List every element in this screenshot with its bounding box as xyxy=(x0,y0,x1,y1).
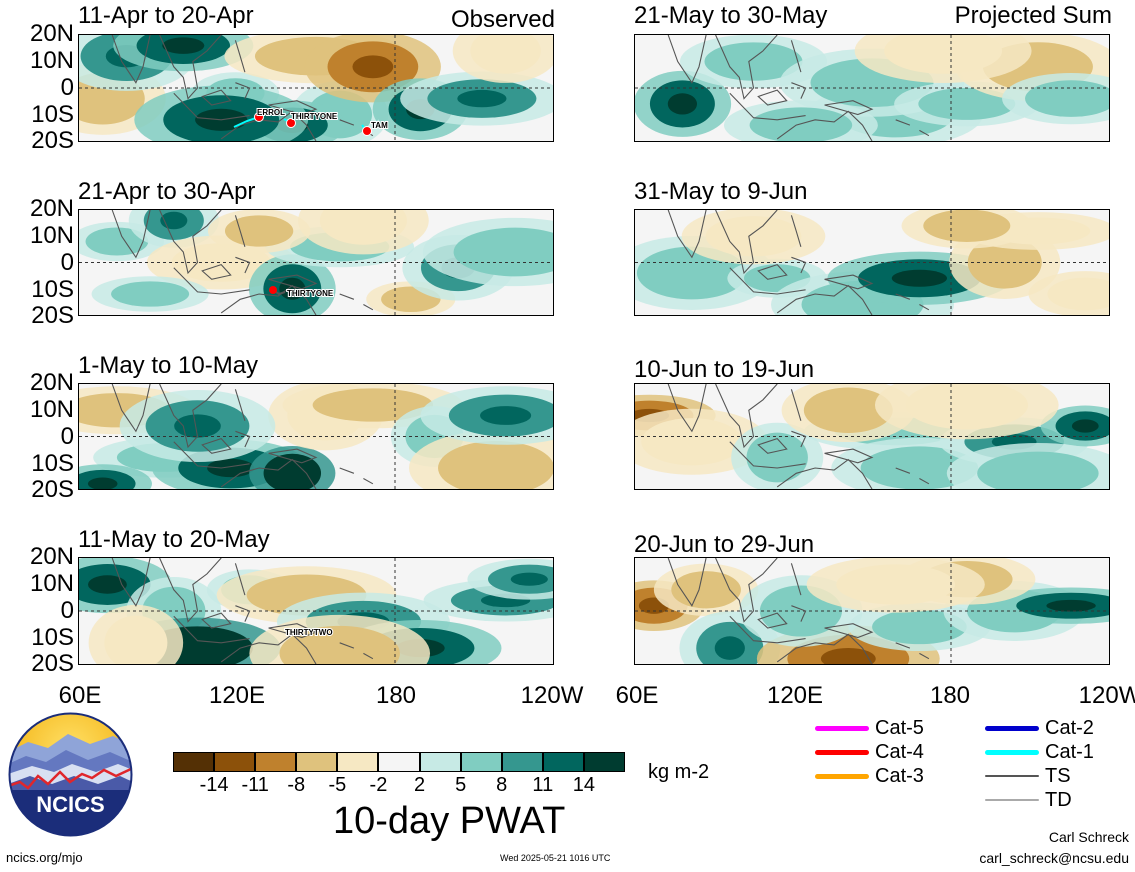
colorbar xyxy=(173,752,625,772)
legend-line-cat-5 xyxy=(815,725,869,731)
panel-title-left-4: 11-May to 20-May xyxy=(78,526,270,553)
map-panel-observed-2: THIRTYONE xyxy=(78,209,554,316)
map-panel-projected-4 xyxy=(634,557,1110,665)
lat-label: 20N xyxy=(29,369,74,396)
map-panel-observed-3 xyxy=(78,383,554,490)
lat-label: 0 xyxy=(60,423,74,450)
lat-label: 20N xyxy=(29,543,74,570)
lat-label: 10S xyxy=(31,624,74,651)
colorbar-tick-label: 5 xyxy=(455,774,467,796)
legend-label-td: TD xyxy=(1045,789,1072,811)
lat-label: 0 xyxy=(60,74,74,101)
lat-label: 10N xyxy=(29,222,74,249)
lon-label-180-left: 180 xyxy=(375,682,417,709)
map-panel-observed-4: THIRTYTWO xyxy=(78,557,554,665)
colorbar-tick-label: -14 xyxy=(199,774,229,796)
footer-url[interactable]: ncics.org/mjo xyxy=(6,850,83,865)
panel-title-left-2: 21-Apr to 30-Apr xyxy=(78,178,256,205)
footer-timestamp: Wed 2025-05-21 1016 UTC xyxy=(500,853,611,863)
colorbar-swatch xyxy=(378,752,420,772)
lat-label: 20S xyxy=(31,302,74,329)
legend-line-cat-1 xyxy=(985,749,1039,755)
colorbar-swatch xyxy=(501,752,543,772)
colorbar-tick-label: -11 xyxy=(241,774,269,796)
legend-label-cat-1: Cat-1 xyxy=(1045,741,1094,763)
colorbar-swatch xyxy=(173,752,215,772)
colorbar-swatch xyxy=(460,752,502,772)
map-panel-projected-3 xyxy=(634,383,1110,490)
lat-label: 0 xyxy=(60,597,74,624)
storm-label: TAM xyxy=(371,121,388,130)
legend-label-cat-3: Cat-3 xyxy=(875,765,924,787)
legend-label-cat-5: Cat-5 xyxy=(875,717,924,739)
map-panel-observed-1: ERROL THIRTYONE TAM xyxy=(78,34,554,142)
ncics-logo: NCICS xyxy=(8,712,133,837)
colorbar-tick-label: 2 xyxy=(413,774,426,796)
legend-line-cat-4 xyxy=(815,749,869,755)
colorbar-tick-label: -5 xyxy=(328,774,347,796)
map-panel-projected-2 xyxy=(634,209,1110,316)
storm-label: ERROL xyxy=(257,108,285,117)
projected-label: Projected Sum xyxy=(954,2,1112,29)
logo-text: NCICS xyxy=(36,792,104,817)
observed-label: Observed xyxy=(450,6,555,33)
colorbar-swatch xyxy=(296,752,338,772)
panel-title-right-2: 31-May to 9-Jun xyxy=(634,178,808,205)
map-panel-projected-1 xyxy=(634,34,1110,142)
colorbar-units: kg m-2 xyxy=(648,761,710,783)
lon-label-180-right: 180 xyxy=(929,682,971,709)
colorbar-title: 10-day PWAT xyxy=(333,800,566,842)
lat-label: 10S xyxy=(31,101,74,128)
colorbar-swatch xyxy=(419,752,461,772)
lat-label: 10S xyxy=(31,450,74,477)
colorbar-swatch xyxy=(542,752,584,772)
panel-title-left-1: 11-Apr to 20-Apr xyxy=(78,2,254,29)
legend-label-cat-2: Cat-2 xyxy=(1045,717,1094,739)
author-email[interactable]: carl_schreck@ncsu.edu xyxy=(979,850,1129,866)
panel-title-right-3: 10-Jun to 19-Jun xyxy=(634,356,815,383)
legend-line-cat-3 xyxy=(815,773,869,779)
legend-label-ts: TS xyxy=(1045,765,1071,787)
lat-label: 20S xyxy=(31,650,74,677)
lat-label: 20N xyxy=(29,20,74,47)
colorbar-swatch xyxy=(337,752,379,772)
colorbar-swatch xyxy=(214,752,256,772)
legend-label-cat-4: Cat-4 xyxy=(875,741,924,763)
colorbar-tick-label: 8 xyxy=(496,774,508,796)
colorbar-swatch xyxy=(583,752,625,772)
colorbar-swatch xyxy=(255,752,297,772)
lon-label-60e-left: 60E xyxy=(58,682,102,709)
storm-label: THIRTYONE xyxy=(287,289,334,298)
panel-title-right-1: 21-May to 30-May xyxy=(634,2,828,29)
storm-label: THIRTYONE xyxy=(291,112,338,121)
lat-label: 20S xyxy=(31,476,74,503)
lat-label: 20S xyxy=(31,127,74,154)
colorbar-tick-label: 11 xyxy=(532,774,554,796)
storm-label: THIRTYTWO xyxy=(285,628,333,637)
colorbar-tick-label: -2 xyxy=(369,774,388,796)
legend-line-ts xyxy=(985,775,1039,777)
colorbar-tick-label: 14 xyxy=(572,774,596,796)
lat-label: 0 xyxy=(60,249,74,276)
lat-label: 10N xyxy=(29,47,74,74)
author-name: Carl Schreck xyxy=(1048,829,1129,845)
lon-label-120w-right: 120W xyxy=(1078,682,1135,709)
legend-line-cat-2 xyxy=(985,725,1039,731)
panel-title-right-4: 20-Jun to 29-Jun xyxy=(634,531,815,558)
lat-label: 20N xyxy=(29,195,74,222)
lat-label: 10S xyxy=(31,276,74,303)
lat-label: 10N xyxy=(29,570,74,597)
colorbar-tick-label: -8 xyxy=(287,774,306,796)
lon-label-60e-right: 60E xyxy=(615,682,659,709)
lon-label-120w-left: 120W xyxy=(520,682,584,709)
panel-title-left-3: 1-May to 10-May xyxy=(78,352,259,379)
lat-label: 10N xyxy=(29,396,74,423)
lon-label-120e-left: 120E xyxy=(208,682,266,709)
legend-line-td xyxy=(985,799,1039,801)
lon-label-120e-right: 120E xyxy=(766,682,824,709)
